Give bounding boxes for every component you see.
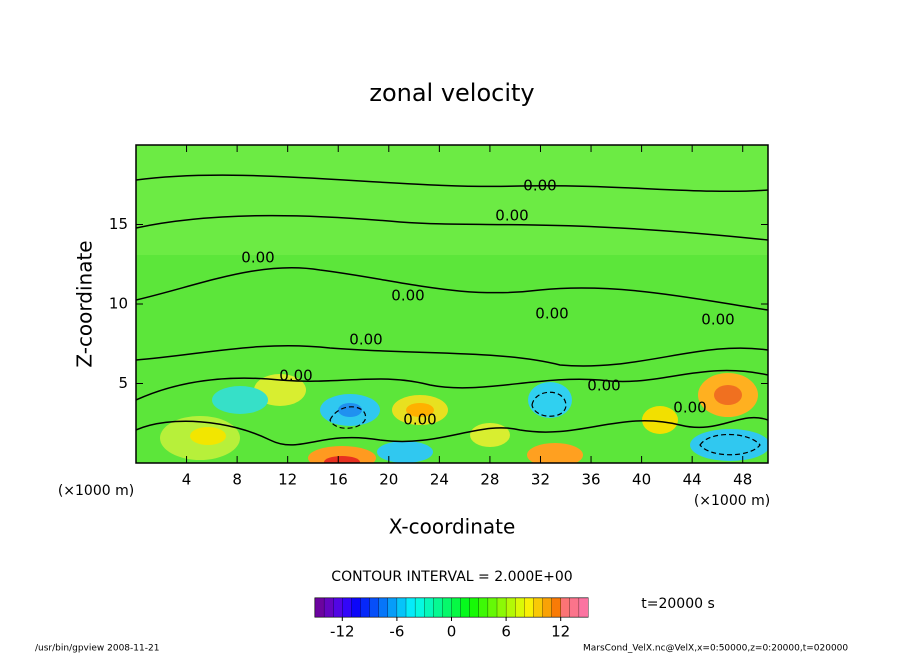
contour-label: 0.00	[279, 367, 312, 385]
colorbar-cell	[551, 597, 562, 618]
colorbar-cell	[496, 597, 507, 618]
x-tick-label: 44	[683, 471, 702, 489]
x-tick-label: 32	[531, 471, 550, 489]
footer-right: MarsCond_VelX.nc@VelX,x=0:50000,z=0:2000…	[583, 644, 848, 654]
colorbar-cell	[396, 597, 407, 618]
colorbar-cell	[542, 597, 553, 618]
colorbar-cell	[478, 597, 489, 618]
contour-label: 0.00	[587, 377, 620, 395]
field	[136, 145, 768, 463]
colorbar-cell	[360, 597, 371, 618]
colorbar-cell	[433, 597, 443, 618]
colorbar-cell	[405, 597, 416, 618]
contour-label: 0.00	[535, 305, 568, 323]
contour-label: 0.00	[349, 331, 382, 349]
x-axis-label: X-coordinate	[389, 515, 516, 539]
contour-label: 0.00	[241, 249, 274, 267]
colorbar-cell	[487, 597, 498, 618]
contour-interval: CONTOUR INTERVAL = 2.000E+00	[331, 569, 572, 585]
colorbar-tick-label: -6	[389, 623, 404, 641]
colorbar-cell	[469, 597, 480, 618]
x-tick-label: 24	[430, 471, 449, 489]
colorbar-cell	[505, 597, 516, 618]
colorbar-cell	[323, 597, 334, 618]
colorbar-cell	[333, 597, 343, 618]
colorbar-cell	[424, 597, 434, 618]
colorbar-cell	[460, 597, 471, 618]
contour-label: 0.00	[523, 177, 556, 195]
colorbar-cell	[387, 597, 398, 618]
colorbar-cell	[351, 597, 361, 618]
colorbar-tick-label: 0	[447, 623, 457, 641]
colorbar-cell	[560, 597, 571, 618]
x-tick-label: 12	[278, 471, 297, 489]
colorbar-cell	[342, 597, 352, 618]
x-tick-label: 8	[232, 471, 242, 489]
y-tick-label: 15	[109, 215, 128, 233]
time-label: t=20000 s	[641, 596, 715, 612]
contour-label: 0.00	[403, 411, 436, 429]
contour-label: 0.00	[701, 311, 734, 329]
colorbar-cell	[578, 597, 589, 618]
x-tick-label: 48	[733, 471, 752, 489]
chart-title: zonal velocity	[369, 79, 534, 107]
x-tick-label: 4	[182, 471, 192, 489]
colorbar-tick-label: 12	[551, 623, 570, 641]
colorbar-cell	[569, 597, 580, 618]
contour-label: 0.00	[391, 287, 424, 305]
colorbar-cell	[442, 597, 452, 618]
colorbar-cell	[314, 597, 325, 618]
colorbar-cell	[414, 597, 425, 618]
x-tick-label: 20	[379, 471, 398, 489]
colorbar-cell	[533, 597, 543, 618]
x-tick-label: 36	[581, 471, 600, 489]
colorbar-cell	[369, 597, 380, 618]
footer-left: /usr/bin/gpview 2008-11-21	[35, 644, 159, 654]
colorbar-cell	[515, 597, 525, 618]
contour-label: 0.00	[673, 399, 706, 417]
y-axis-label: Z-coordinate	[73, 240, 97, 367]
contour-label: 0.00	[495, 207, 528, 225]
y-unit: (×1000 m)	[58, 483, 134, 499]
colorbar-tick-label: 6	[501, 623, 511, 641]
x-unit: (×1000 m)	[694, 493, 770, 509]
colorbar-cell	[524, 597, 534, 618]
x-tick-label: 28	[480, 471, 499, 489]
x-tick-label: 16	[329, 471, 348, 489]
colorbar-tick-label: -12	[330, 623, 355, 641]
y-tick-label: 10	[109, 295, 128, 313]
colorbar-cell	[378, 597, 389, 618]
y-tick-label: 5	[118, 374, 128, 392]
colorbar-cell	[451, 597, 462, 618]
x-tick-label: 40	[632, 471, 651, 489]
